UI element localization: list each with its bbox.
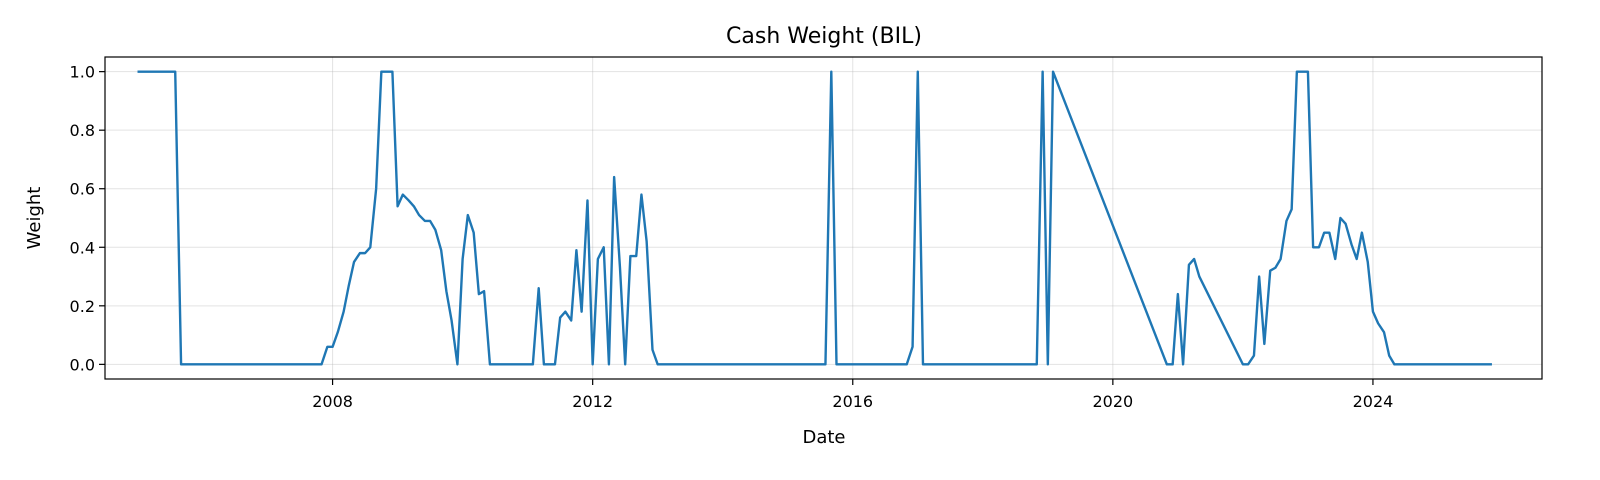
y-axis-label: Weight bbox=[24, 187, 45, 250]
y-tick-label: 1.0 bbox=[70, 63, 95, 82]
plot-frame bbox=[104, 56, 1543, 380]
x-tick-label: 2008 bbox=[312, 392, 353, 411]
series-layer bbox=[137, 70, 1492, 366]
x-axis-label: Date bbox=[802, 427, 845, 448]
x-tick-label: 2020 bbox=[1092, 392, 1133, 411]
y-tick-label: 0.4 bbox=[70, 238, 95, 257]
y-tick-label: 0.0 bbox=[70, 355, 95, 374]
grid-layer bbox=[105, 57, 1542, 379]
y-tick-label: 0.6 bbox=[70, 180, 95, 199]
chart-title: Cash Weight (BIL) bbox=[726, 24, 922, 49]
x-tick-label: 2012 bbox=[572, 392, 613, 411]
y-axis: 0.0 0.2 0.4 0.6 0.8 1.0 bbox=[70, 63, 105, 374]
x-axis: 2008 2012 2016 2020 2024 bbox=[312, 379, 1393, 411]
x-tick-label: 2016 bbox=[832, 392, 873, 411]
x-tick-label: 2024 bbox=[1353, 392, 1394, 411]
cash-weight-line bbox=[137, 70, 1492, 366]
y-tick-label: 0.2 bbox=[70, 297, 95, 316]
y-tick-label: 0.8 bbox=[70, 121, 95, 140]
